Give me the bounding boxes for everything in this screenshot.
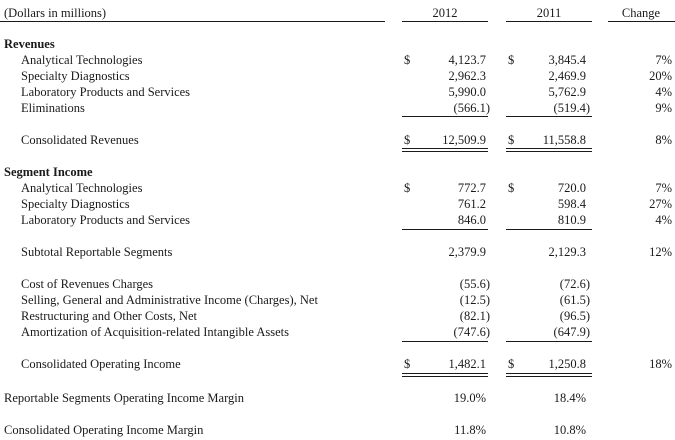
currency-symbol: $	[508, 53, 515, 67]
subtotal-rule-2012	[402, 341, 488, 342]
adjustment-2012: (12.5)	[459, 293, 490, 307]
revenue-row-2012: 2,962.3	[448, 69, 487, 83]
segment-row-2011: 720.0	[557, 181, 586, 195]
adjustment-2012: (82.1)	[459, 309, 490, 323]
revenue-row-2011: 5,762.9	[548, 85, 587, 99]
segment-row-2012: 772.7	[457, 181, 486, 195]
subtotal-rule-2012	[402, 116, 488, 117]
segment-row-2012: 761.2	[457, 197, 486, 211]
currency-symbol: $	[404, 181, 411, 195]
segment-row-label: Specialty Diagnostics	[21, 197, 130, 211]
segment-row-2011: 598.4	[557, 197, 586, 211]
column-header-2011: 2011	[536, 6, 562, 20]
revenue-row-label: Specialty Diagnostics	[21, 69, 130, 83]
revenue-row-label: Eliminations	[21, 101, 85, 115]
subtotal-2011: 2,129.3	[548, 245, 587, 259]
segment-income-heading: Segment Income	[4, 165, 93, 179]
column-header-change: Change	[621, 6, 661, 20]
adjustment-label: Selling, General and Administrative Inco…	[21, 293, 318, 307]
total-double-rule-2012	[402, 373, 488, 377]
margin-2011: 18.4%	[553, 391, 586, 405]
total-double-rule-2011	[506, 148, 592, 152]
revenue-row-2011: 3,845.4	[548, 53, 587, 67]
segment-row-change: 4%	[655, 213, 672, 227]
margin-label: Consolidated Operating Income Margin	[4, 423, 204, 437]
adjustment-2011: (647.9)	[553, 325, 590, 339]
header-rule-2012	[402, 21, 488, 22]
operating-income-2011: 1,250.8	[548, 357, 587, 371]
margin-2011: 10.8%	[553, 423, 586, 437]
header-rule-change	[608, 21, 675, 22]
adjustment-label: Amortization of Acquisition-related Inta…	[21, 325, 289, 339]
adjustment-2011: (72.6)	[559, 277, 590, 291]
currency-symbol: $	[404, 53, 411, 67]
revenue-row-2012: (566.1)	[453, 101, 490, 115]
adjustment-label: Restructuring and Other Costs, Net	[21, 309, 198, 323]
header-rule-2011	[506, 21, 592, 22]
subtotal-rule-2011	[506, 116, 592, 117]
currency-symbol: $	[508, 133, 515, 147]
subtotal-rule-2012	[402, 229, 488, 230]
margin-label: Reportable Segments Operating Income Mar…	[4, 391, 244, 405]
revenue-row-label: Laboratory Products and Services	[21, 85, 191, 99]
adjustment-2011: (61.5)	[559, 293, 590, 307]
consolidated-revenues-label: Consolidated Revenues	[21, 133, 139, 147]
currency-symbol: $	[404, 133, 411, 147]
segment-row-2012: 846.0	[457, 213, 486, 227]
revenue-row-2011: (519.4)	[553, 101, 590, 115]
subtotal-2012: 2,379.9	[448, 245, 487, 259]
consolidated-revenues-2012: 12,509.9	[442, 133, 486, 147]
revenue-row-change: 9%	[655, 101, 672, 115]
margin-2012: 11.8%	[454, 423, 486, 437]
subtotal-label: Subtotal Reportable Segments	[21, 245, 173, 259]
column-header-2012: 2012	[432, 6, 458, 20]
adjustment-2011: (96.5)	[559, 309, 590, 323]
header-rule-label	[0, 21, 385, 22]
segment-row-2011: 810.9	[557, 213, 586, 227]
revenue-row-2012: 5,990.0	[448, 85, 487, 99]
segment-row-change: 7%	[655, 181, 672, 195]
adjustment-label: Cost of Revenues Charges	[21, 277, 154, 291]
revenue-row-change: 7%	[655, 53, 672, 67]
operating-income-2012: 1,482.1	[448, 357, 487, 371]
subtotal-rule-2011	[506, 341, 592, 342]
revenue-row-change: 20%	[649, 69, 672, 83]
revenues-heading: Revenues	[4, 37, 55, 51]
adjustment-2012: (55.6)	[459, 277, 490, 291]
consolidated-revenues-change: 8%	[655, 133, 672, 147]
consolidated-revenues-2011: 11,558.8	[542, 133, 586, 147]
subtotal-rule-2011	[506, 229, 592, 230]
segment-row-change: 27%	[649, 197, 672, 211]
segment-row-label: Analytical Technologies	[21, 181, 143, 195]
total-double-rule-2011	[506, 373, 592, 377]
revenue-row-label: Analytical Technologies	[21, 53, 143, 67]
total-double-rule-2012	[402, 148, 488, 152]
operating-income-change: 18%	[649, 357, 672, 371]
margin-2012: 19.0%	[453, 391, 486, 405]
units-label: (Dollars in millions)	[4, 6, 107, 20]
revenue-row-2012: 4,123.7	[448, 53, 487, 67]
currency-symbol: $	[508, 181, 515, 195]
adjustment-2012: (747.6)	[453, 325, 490, 339]
currency-symbol: $	[404, 357, 411, 371]
revenue-row-2011: 2,469.9	[548, 69, 587, 83]
revenue-row-change: 4%	[655, 85, 672, 99]
segment-row-label: Laboratory Products and Services	[21, 213, 191, 227]
subtotal-change: 12%	[649, 245, 672, 259]
operating-income-label: Consolidated Operating Income	[21, 357, 181, 371]
currency-symbol: $	[508, 357, 515, 371]
